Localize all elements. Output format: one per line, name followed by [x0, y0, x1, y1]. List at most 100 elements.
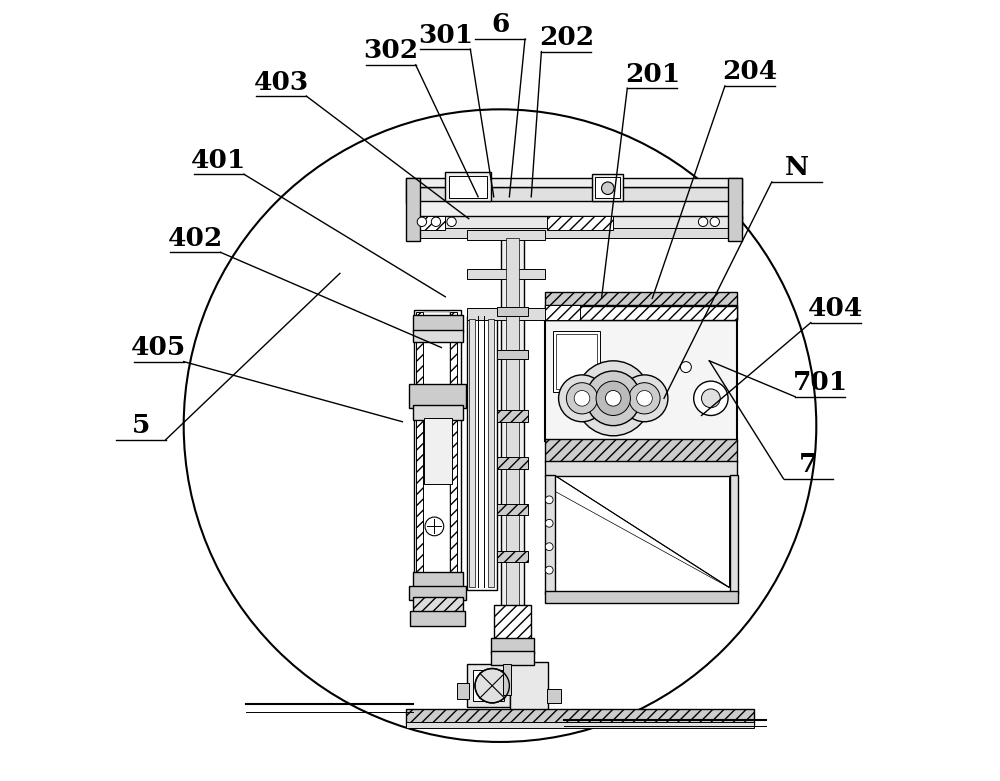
Circle shape — [545, 519, 553, 527]
Bar — [497, 551, 528, 562]
Bar — [406, 722, 754, 728]
Text: 404: 404 — [808, 296, 864, 321]
Bar — [730, 475, 738, 594]
Bar — [409, 384, 466, 408]
Circle shape — [694, 381, 728, 415]
Circle shape — [596, 381, 630, 415]
Circle shape — [545, 566, 553, 574]
Bar — [409, 586, 466, 600]
Text: 6: 6 — [491, 12, 509, 37]
Bar — [728, 178, 742, 241]
Bar — [547, 689, 561, 703]
Text: 301: 301 — [418, 23, 473, 48]
Bar — [406, 709, 754, 725]
Bar — [467, 269, 545, 279]
Bar — [424, 418, 452, 484]
Bar — [413, 315, 463, 332]
Circle shape — [545, 496, 553, 504]
Bar — [414, 310, 461, 590]
Bar — [491, 638, 534, 654]
Bar — [445, 172, 491, 201]
Text: 201: 201 — [625, 62, 680, 87]
Bar — [410, 201, 742, 219]
Circle shape — [680, 362, 691, 373]
Bar — [450, 312, 457, 587]
Bar — [467, 308, 548, 320]
Text: 401: 401 — [191, 148, 246, 173]
Bar — [497, 350, 528, 359]
Bar — [491, 651, 534, 665]
Text: 202: 202 — [539, 25, 594, 50]
Bar — [592, 174, 623, 201]
Circle shape — [701, 389, 720, 408]
Circle shape — [698, 217, 708, 226]
Bar — [497, 307, 528, 316]
Circle shape — [586, 371, 641, 426]
Bar — [545, 439, 737, 462]
Bar — [410, 228, 742, 238]
Circle shape — [559, 375, 605, 422]
Bar — [545, 306, 737, 320]
Circle shape — [417, 217, 427, 226]
Text: 405: 405 — [131, 335, 186, 360]
Bar — [449, 176, 487, 198]
Circle shape — [576, 361, 651, 436]
Bar — [410, 611, 465, 626]
Bar — [501, 238, 524, 660]
Bar — [488, 319, 494, 587]
Circle shape — [566, 383, 598, 414]
Bar — [553, 331, 600, 392]
Bar — [406, 187, 742, 203]
Bar — [545, 305, 737, 320]
Text: 204: 204 — [722, 59, 778, 84]
Bar — [510, 662, 548, 711]
Bar — [545, 475, 555, 594]
Text: 403: 403 — [254, 70, 309, 95]
Circle shape — [475, 669, 509, 703]
Bar — [503, 664, 511, 695]
Bar — [556, 334, 597, 389]
Bar — [467, 664, 510, 707]
Bar — [473, 670, 504, 701]
Circle shape — [637, 390, 652, 406]
Bar — [457, 683, 469, 699]
Circle shape — [710, 217, 719, 226]
Bar — [497, 410, 528, 422]
Bar — [423, 312, 450, 587]
Bar — [467, 316, 497, 590]
Circle shape — [602, 182, 614, 194]
Text: 402: 402 — [168, 226, 223, 251]
Bar — [497, 504, 528, 515]
Circle shape — [545, 543, 553, 551]
Bar — [506, 238, 519, 660]
Bar — [545, 305, 580, 320]
Circle shape — [621, 375, 668, 422]
Bar — [406, 178, 420, 241]
Bar — [545, 591, 738, 603]
Bar — [410, 216, 742, 230]
Bar — [494, 605, 531, 640]
Bar — [416, 312, 423, 587]
Bar — [595, 177, 620, 198]
Bar — [413, 572, 463, 590]
Circle shape — [629, 383, 660, 414]
Bar — [406, 178, 742, 187]
Circle shape — [605, 390, 621, 406]
Bar — [469, 319, 475, 587]
Circle shape — [184, 109, 816, 742]
Bar — [413, 330, 463, 342]
Circle shape — [574, 390, 590, 406]
Text: N: N — [785, 155, 809, 180]
Bar — [545, 461, 737, 476]
Circle shape — [425, 517, 444, 536]
Bar — [545, 318, 737, 441]
Bar — [545, 292, 737, 306]
Circle shape — [431, 217, 441, 226]
Text: 701: 701 — [793, 370, 848, 395]
Polygon shape — [556, 476, 729, 587]
Bar — [497, 457, 528, 469]
Bar — [413, 405, 463, 420]
Text: 5: 5 — [132, 413, 150, 438]
Text: 7: 7 — [799, 452, 818, 477]
Text: 302: 302 — [363, 38, 418, 63]
